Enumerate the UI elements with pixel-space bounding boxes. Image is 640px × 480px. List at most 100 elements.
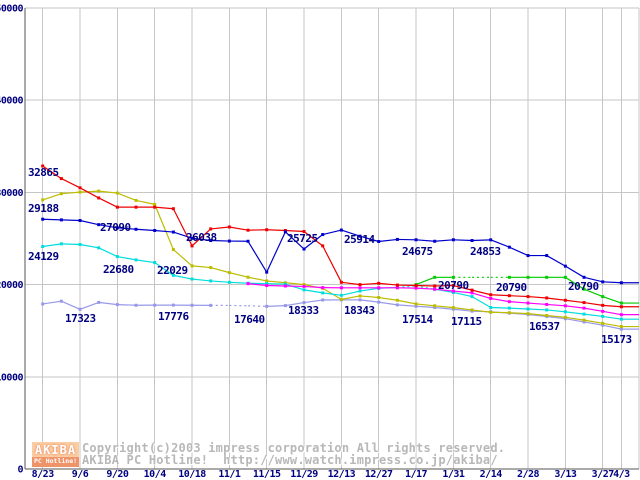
value-label: 17514 — [402, 313, 433, 326]
data-point-marker — [302, 284, 306, 288]
data-point-marker — [582, 306, 586, 310]
data-point-marker — [190, 236, 194, 240]
value-label: 15173 — [601, 333, 632, 346]
data-point-marker — [619, 305, 623, 309]
data-point-marker — [171, 207, 175, 211]
data-point-marker — [115, 303, 119, 307]
data-point-marker — [115, 226, 119, 230]
data-point-marker — [433, 284, 437, 288]
data-point-marker — [227, 225, 231, 229]
data-point-marker — [134, 258, 138, 262]
value-label: 24129 — [28, 250, 59, 263]
series-lavender — [41, 298, 639, 331]
data-point-marker — [209, 227, 213, 231]
data-point-marker — [78, 190, 82, 194]
data-point-marker — [265, 228, 269, 232]
data-point-marker — [321, 233, 325, 237]
copyright-line2: AKIBA PC Hotline! http://www.watch.impre… — [82, 453, 498, 467]
data-point-marker — [545, 308, 549, 312]
value-label: 24675 — [402, 245, 433, 258]
data-point-marker — [563, 264, 567, 268]
data-point-marker — [433, 275, 437, 279]
data-point-marker — [59, 177, 63, 181]
data-point-marker — [97, 246, 101, 250]
data-point-marker — [59, 192, 63, 196]
x-axis-label: 11/1 — [218, 469, 241, 480]
data-point-marker — [321, 244, 325, 248]
data-point-marker — [302, 288, 306, 292]
x-axis-label: 10/4 — [144, 469, 167, 480]
value-label: 17640 — [234, 313, 265, 326]
data-point-marker — [414, 302, 418, 306]
data-point-marker — [283, 284, 287, 288]
data-point-marker — [601, 303, 605, 307]
data-point-marker — [395, 283, 399, 287]
data-point-marker — [321, 286, 325, 290]
data-point-marker — [209, 279, 213, 283]
data-point-marker — [358, 298, 362, 302]
data-point-marker — [470, 239, 474, 243]
x-axis-label: 11/15 — [253, 469, 281, 480]
value-label: 17323 — [65, 312, 96, 325]
data-point-marker — [227, 239, 231, 243]
data-point-marker — [619, 313, 623, 317]
data-point-marker — [59, 218, 63, 222]
data-point-marker — [433, 287, 437, 291]
data-point-marker — [209, 303, 213, 307]
data-point-marker — [171, 303, 175, 307]
data-point-marker — [41, 302, 45, 306]
gridlines — [25, 7, 640, 470]
value-label: 20790 — [568, 280, 599, 293]
data-point-marker — [339, 280, 343, 284]
x-axis-label: 12/27 — [365, 469, 393, 480]
data-point-marker — [153, 205, 157, 209]
data-point-marker — [395, 237, 399, 241]
data-point-marker — [265, 284, 269, 288]
value-label: 26038 — [186, 231, 217, 244]
x-axis-label: 1/31 — [442, 469, 465, 480]
series-green — [414, 275, 639, 305]
data-point-marker — [414, 286, 418, 290]
axes — [24, 8, 639, 470]
data-point-marker — [507, 300, 511, 304]
data-point-marker — [377, 239, 381, 243]
value-label: 22029 — [157, 264, 188, 277]
data-point-marker — [227, 280, 231, 284]
x-axis-label: 9/6 — [72, 469, 89, 480]
data-point-marker — [153, 303, 157, 307]
data-point-marker — [265, 282, 269, 286]
data-point-marker — [339, 297, 343, 301]
data-point-marker — [283, 304, 287, 308]
data-point-marker — [526, 295, 530, 299]
value-label: 27090 — [100, 221, 131, 234]
x-axis-label: 9/20 — [106, 469, 129, 480]
data-point-marker — [358, 234, 362, 238]
data-point-marker — [190, 264, 194, 268]
series-magenta — [246, 282, 639, 317]
data-point-marker — [358, 294, 362, 298]
data-point-marker — [395, 286, 399, 290]
data-point-marker — [545, 296, 549, 300]
data-point-marker — [78, 186, 82, 190]
data-point-marker — [563, 298, 567, 302]
data-point-marker — [582, 275, 586, 279]
data-point-marker — [377, 281, 381, 285]
data-point-marker — [582, 301, 586, 305]
data-point-marker — [302, 283, 306, 287]
data-point-marker — [582, 312, 586, 316]
value-label: 25914 — [344, 233, 375, 246]
y-axis-label: 0 — [17, 465, 23, 476]
data-point-marker — [526, 254, 530, 258]
data-point-marker — [171, 248, 175, 252]
data-point-marker — [153, 228, 157, 232]
data-point-marker — [171, 230, 175, 234]
data-point-marker — [451, 238, 455, 242]
data-point-marker — [489, 310, 493, 314]
data-point-marker — [526, 275, 530, 279]
data-point-marker — [451, 307, 455, 311]
logo-subtitle: PC Hotline! — [32, 457, 79, 467]
data-point-marker — [545, 275, 549, 279]
data-point-marker — [97, 196, 101, 200]
y-axis-label: 40000 — [0, 96, 23, 107]
